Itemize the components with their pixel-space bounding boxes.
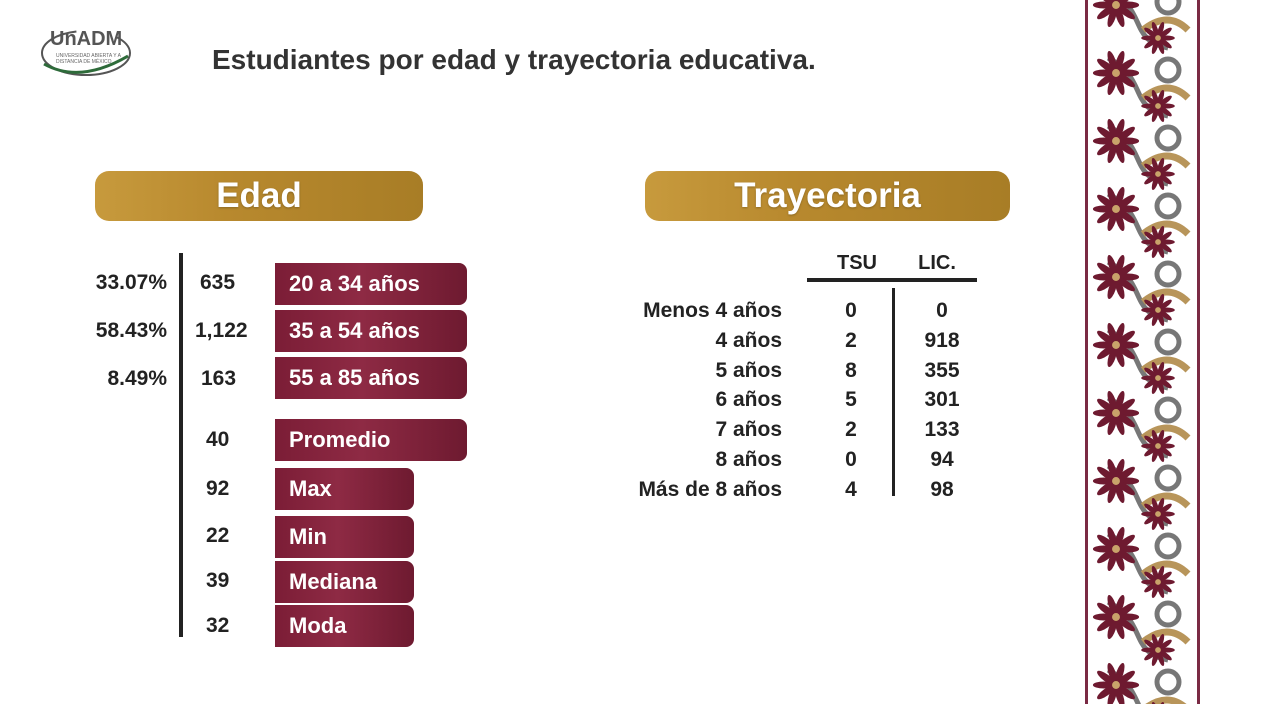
stat-value: 40 — [206, 428, 230, 451]
tsu-value: 0 — [845, 448, 857, 471]
page-title: Estudiantes por edad y trayectoria educa… — [212, 44, 816, 75]
row-label: 5 años — [715, 358, 782, 382]
lic-value: 0 — [936, 299, 948, 322]
table-column-rule — [892, 288, 895, 496]
range-count: 635 — [200, 271, 236, 294]
tsu-value: 4 — [845, 477, 857, 501]
column-header-lic: LIC. — [918, 252, 956, 274]
edad-divider — [179, 253, 183, 637]
stat-label: Min — [275, 516, 414, 558]
row-label: 6 años — [715, 388, 782, 412]
stat-label: Promedio — [275, 419, 467, 461]
stat-label: Max — [275, 468, 414, 510]
edad-header: Edad — [95, 171, 423, 221]
row-label: Más de 8 años — [638, 477, 782, 501]
range-percent: 8.49% — [107, 367, 167, 390]
lic-value: 355 — [924, 358, 960, 382]
lic-value: 301 — [924, 388, 960, 412]
range-percent: 58.43% — [95, 319, 167, 342]
row-label: 8 años — [715, 448, 782, 471]
stat-label: Mediana — [275, 561, 414, 603]
floral-border-decoration — [1085, 0, 1200, 709]
tsu-value: 5 — [845, 388, 857, 412]
range-label: 35 a 54 años — [275, 310, 467, 352]
trayectoria-header: Trayectoria — [645, 171, 1010, 221]
tsu-value: 8 — [845, 358, 857, 382]
stat-value: 32 — [206, 614, 230, 637]
range-label: 55 a 85 años — [275, 357, 467, 399]
stat-value: 22 — [206, 524, 230, 547]
unadm-logo: UnADM UNIVERSIDAD ABIERTA Y A DISTANCIA … — [40, 26, 135, 80]
column-header-tsu: TSU — [837, 252, 877, 274]
floral-pattern-icon — [1092, 0, 1191, 709]
range-count: 163 — [201, 367, 237, 390]
stat-value: 39 — [206, 569, 230, 592]
row-label: Menos 4 años — [643, 299, 782, 322]
row-label: 7 años — [715, 418, 782, 442]
stat-value: 92 — [206, 477, 230, 500]
range-count: 1,122 — [195, 319, 248, 342]
stat-label: Moda — [275, 605, 414, 647]
tsu-value: 0 — [845, 299, 857, 322]
tsu-value: 2 — [845, 418, 857, 442]
table-header-rule — [807, 278, 977, 282]
row-label: 4 años — [715, 328, 782, 352]
range-percent: 33.07% — [95, 271, 167, 294]
lic-value: 918 — [924, 328, 960, 352]
lic-value: 98 — [930, 477, 954, 501]
tsu-value: 2 — [845, 328, 857, 352]
lic-value: 94 — [930, 448, 954, 471]
range-label: 20 a 34 años — [275, 263, 467, 305]
lic-value: 133 — [924, 418, 960, 442]
